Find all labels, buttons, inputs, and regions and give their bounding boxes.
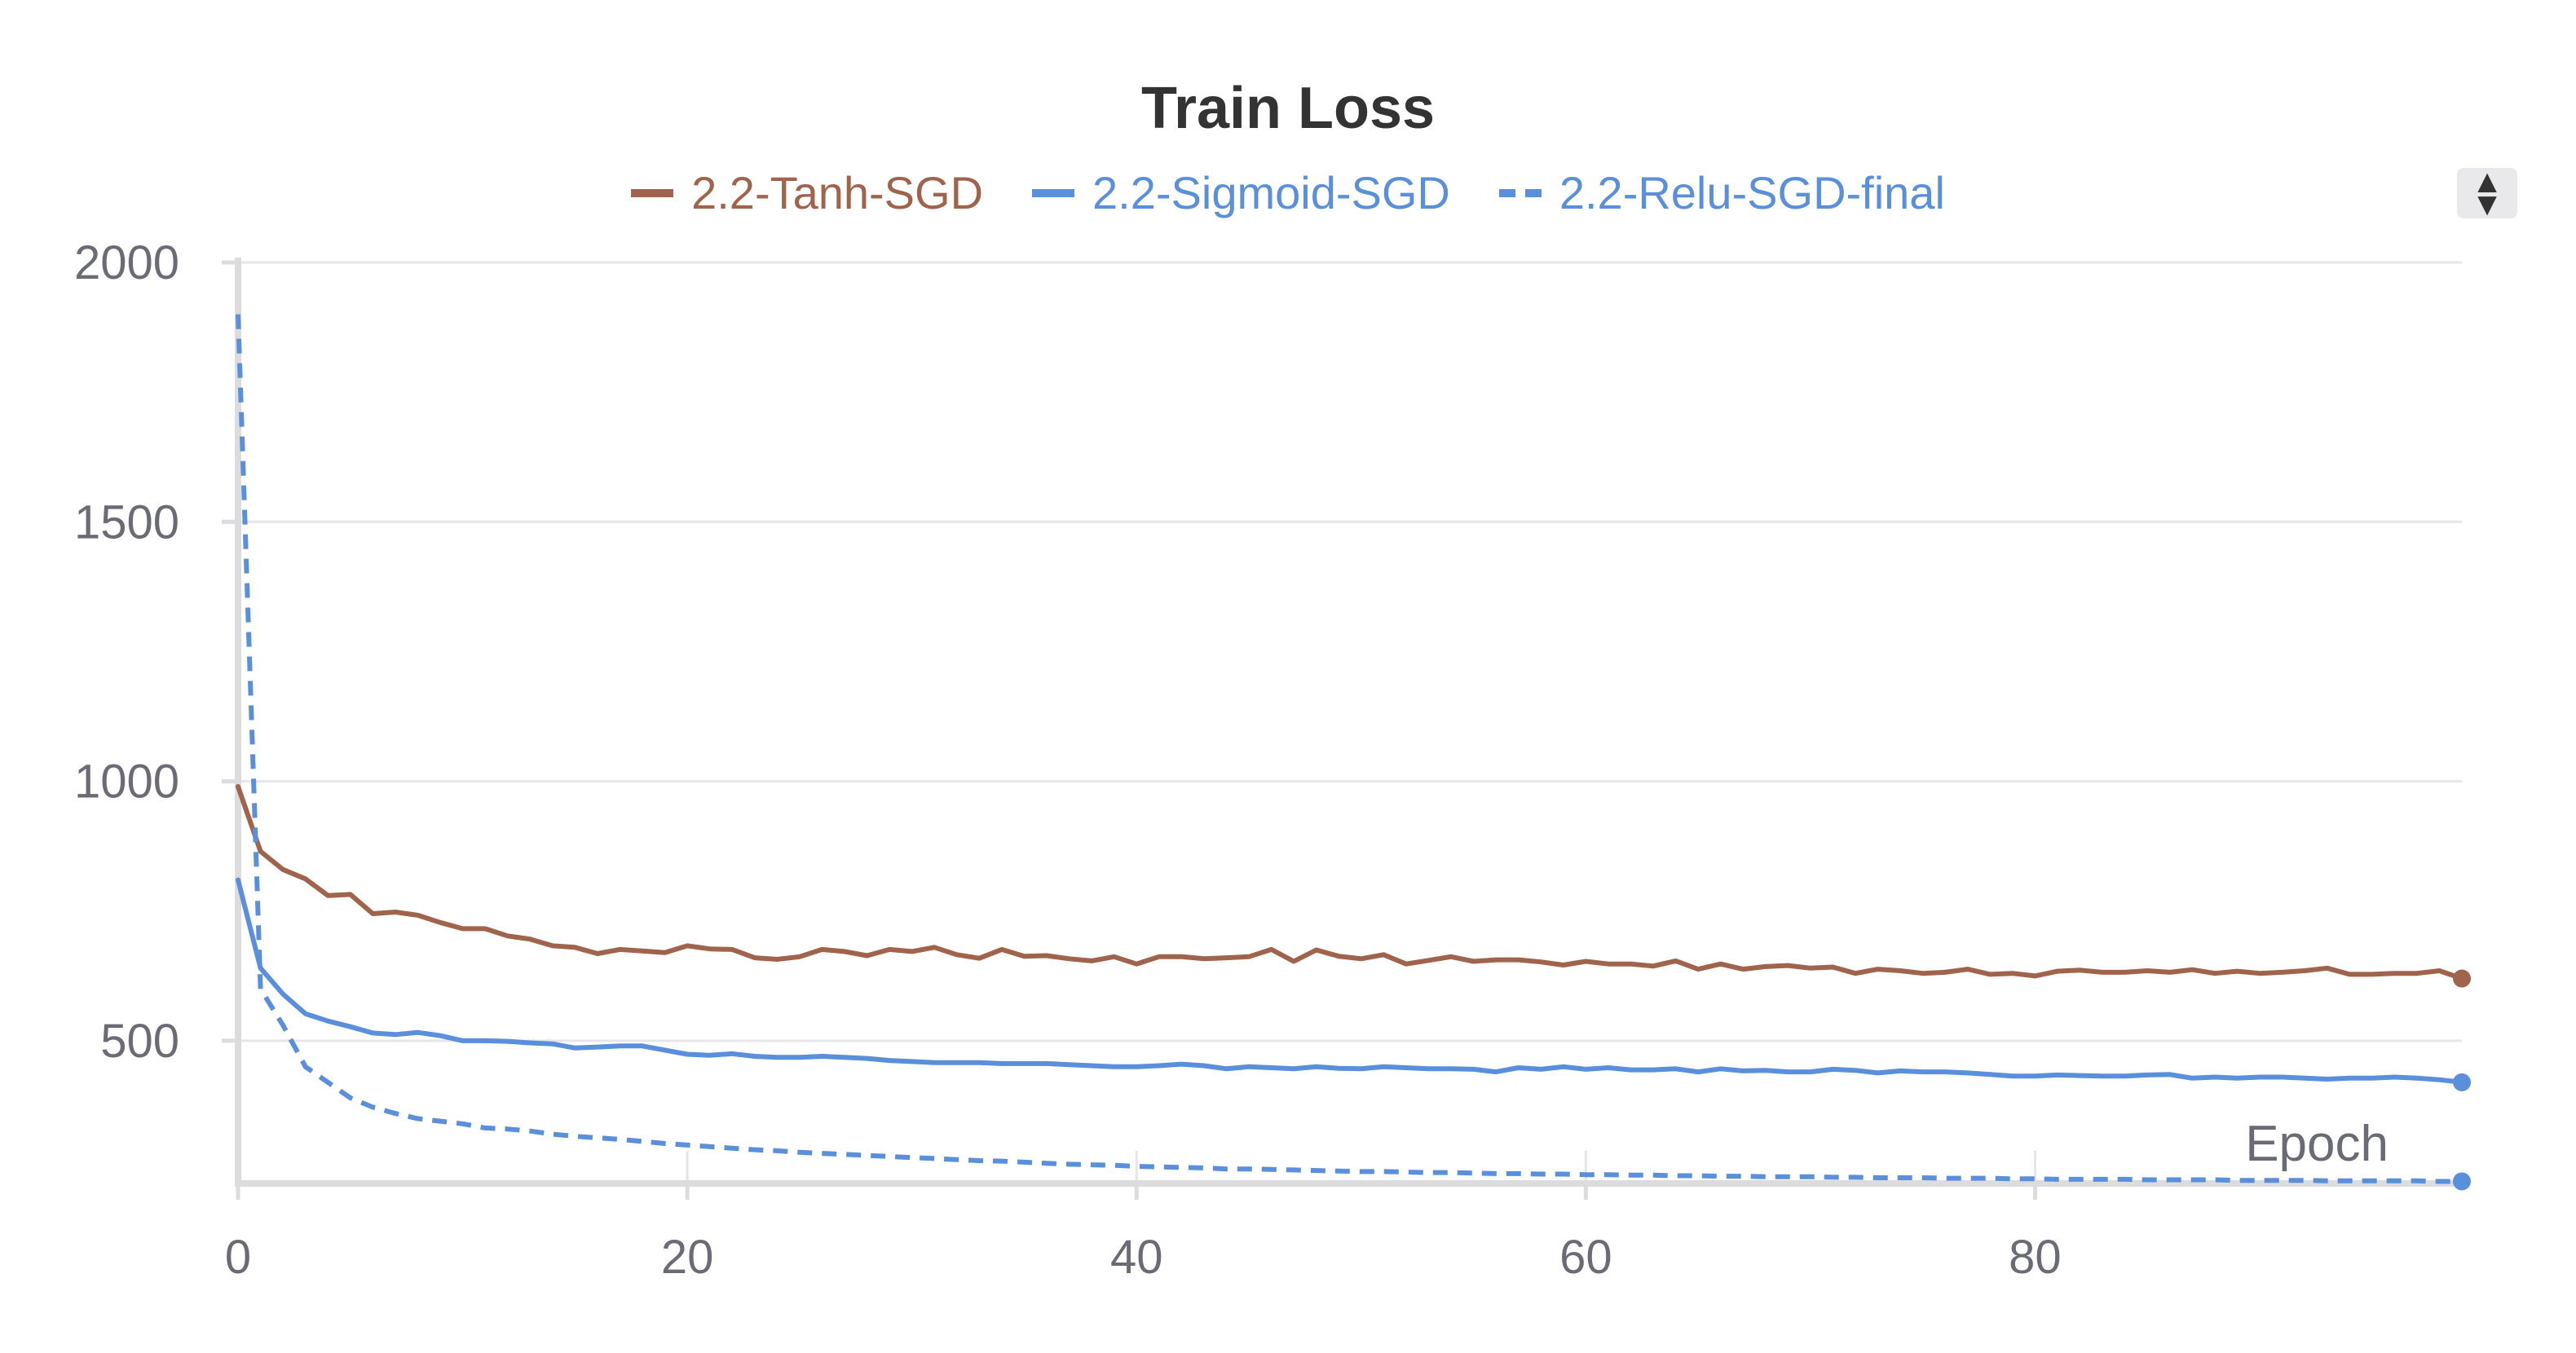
- series-end-point-relu: [2453, 1172, 2471, 1191]
- legend-item-tanh[interactable]: 2.2-Tanh-SGD: [631, 166, 983, 219]
- y-tick-label-1000: 1000: [74, 756, 179, 809]
- y-tick-label-500: 500: [100, 1015, 179, 1068]
- legend-label-relu: 2.2-Relu-SGD-final: [1559, 167, 1945, 218]
- series-line-sigmoid: [236, 877, 2464, 1085]
- legend-swatch-relu: [1498, 188, 1542, 197]
- series-end-point-sigmoid: [2453, 1073, 2471, 1091]
- x-axis-label: Epoch: [2245, 1116, 2389, 1172]
- legend-swatch-tanh: [631, 188, 674, 197]
- y-tick-label-1500: 1500: [74, 496, 179, 549]
- x-tick-label-80: 80: [2009, 1231, 2062, 1284]
- x-tick-label-60: 60: [1559, 1231, 1612, 1284]
- legend-swatch-sigmoid: [1032, 188, 1075, 197]
- legend-item-relu[interactable]: 2.2-Relu-SGD-final: [1498, 166, 1945, 219]
- legend-label-sigmoid: 2.2-Sigmoid-SGD: [1092, 167, 1450, 218]
- legend-label-tanh: 2.2-Tanh-SGD: [691, 167, 984, 218]
- chart-title: Train Loss: [1140, 76, 1436, 141]
- series-end-point-tanh: [2453, 969, 2471, 988]
- series-line-tanh: [236, 784, 2464, 981]
- x-tick-label-0: 0: [225, 1231, 251, 1284]
- y-tick-label-2000: 2000: [74, 236, 179, 289]
- series-line-relu: [236, 314, 2462, 1184]
- legend: 2.2-Tanh-SGD 2.2-Sigmoid-SGD 2.2-Relu-SG…: [0, 166, 2576, 219]
- x-tick-label-20: 20: [661, 1231, 714, 1284]
- x-tick-label-40: 40: [1110, 1231, 1163, 1284]
- legend-item-sigmoid[interactable]: 2.2-Sigmoid-SGD: [1032, 166, 1450, 219]
- legend-scroll-icon[interactable]: ▲ ▼: [2457, 165, 2517, 221]
